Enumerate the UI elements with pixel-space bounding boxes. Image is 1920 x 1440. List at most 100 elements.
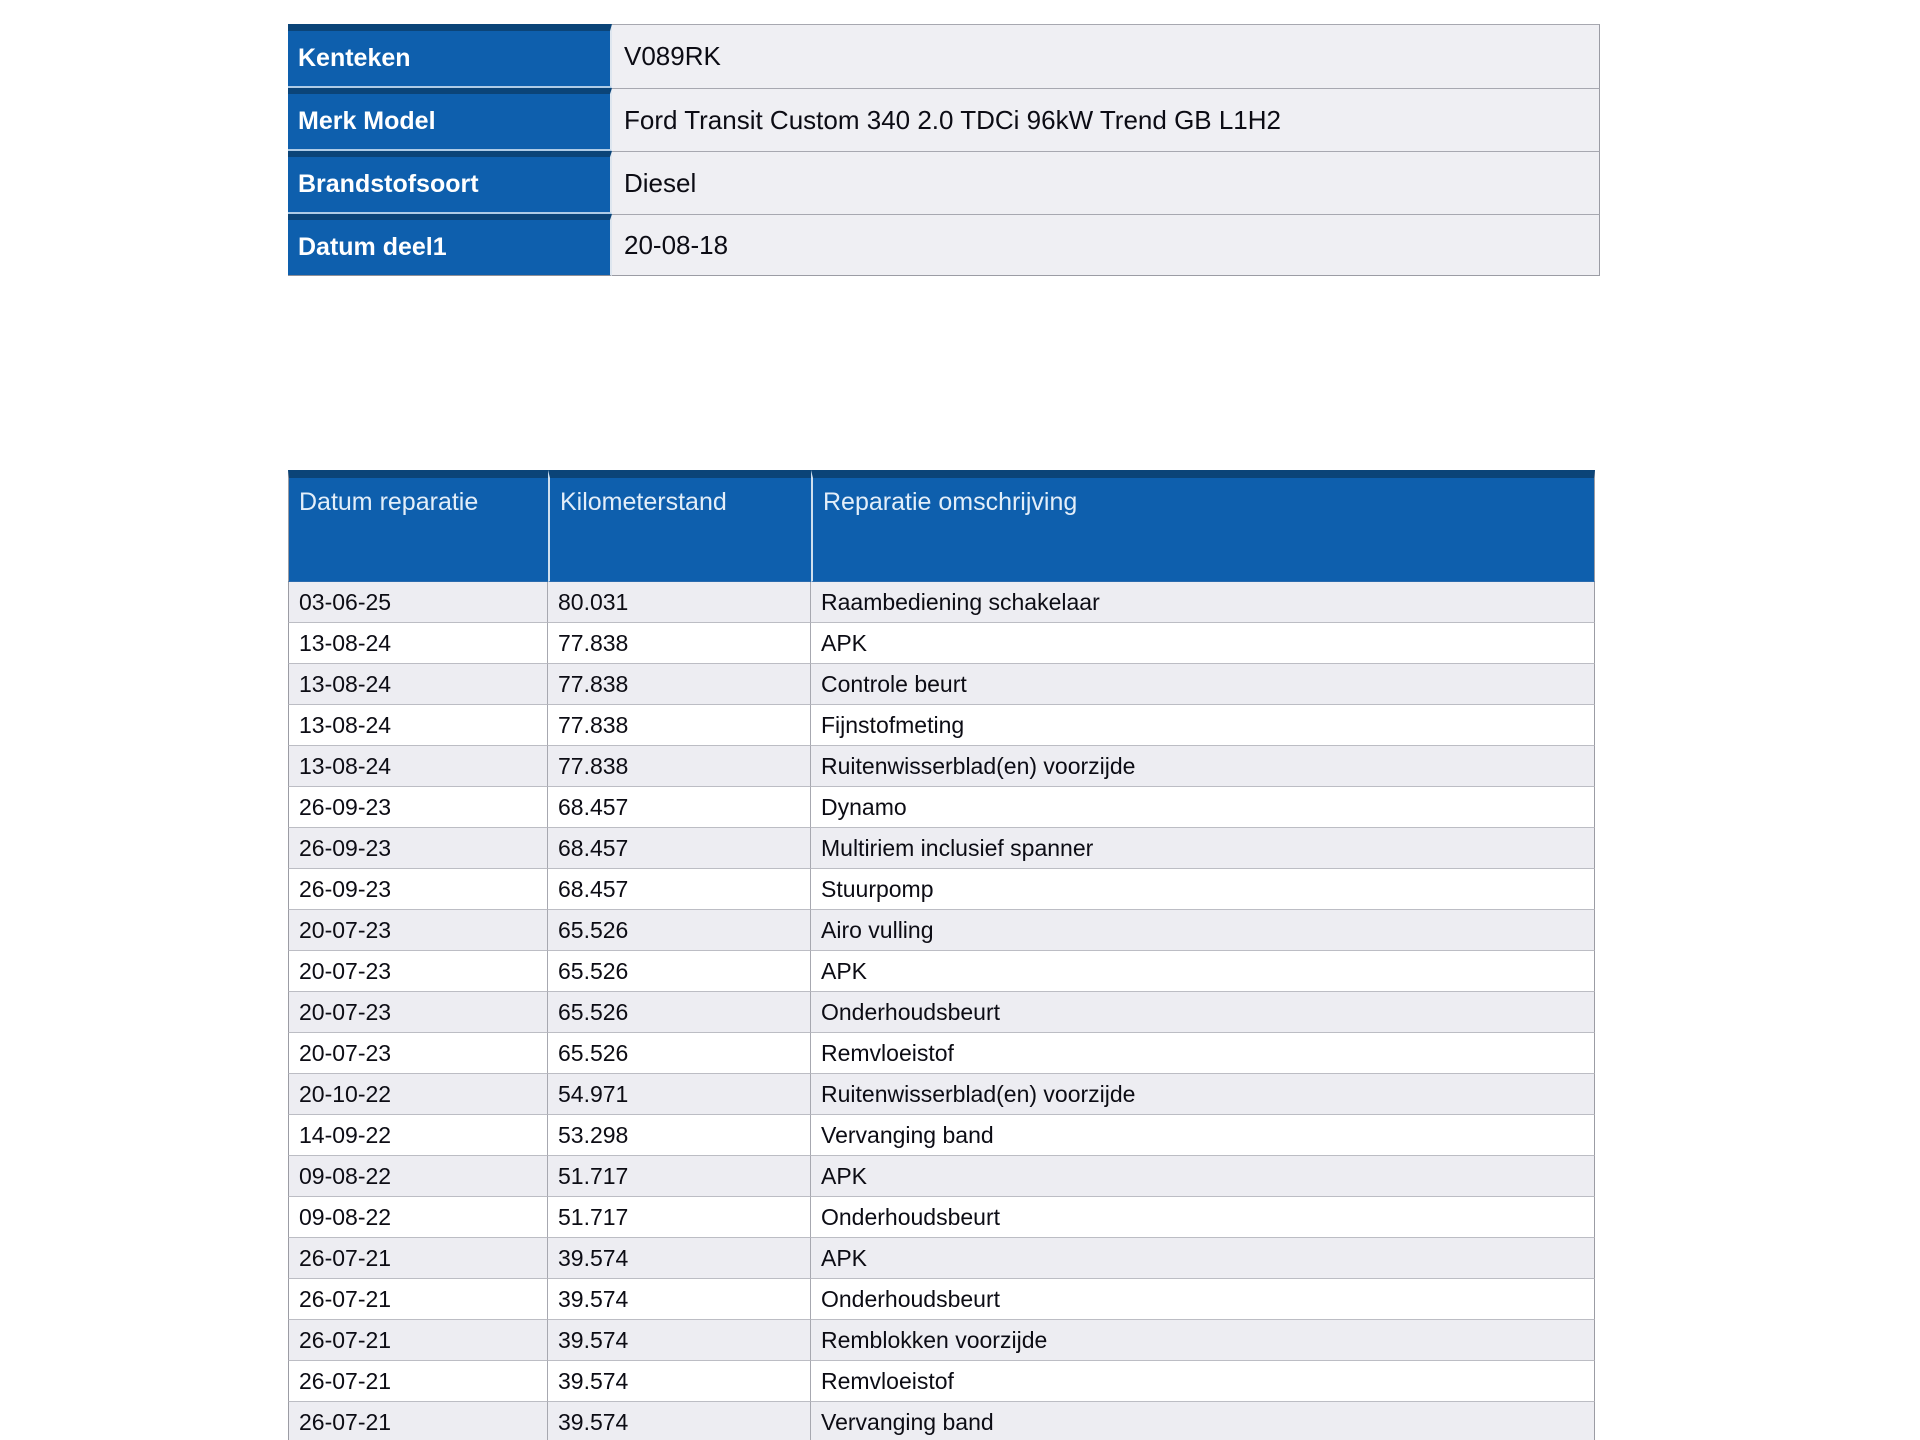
- repair-date-cell: 26-09-23: [288, 828, 548, 869]
- repair-row: 20-07-23 65.526 Onderhoudsbeurt: [288, 992, 1595, 1033]
- repair-date-cell: 26-09-23: [288, 787, 548, 828]
- repair-description-cell: APK: [811, 951, 1595, 992]
- repair-km-cell: 65.526: [548, 951, 811, 992]
- info-value: 20-08-18: [612, 214, 1600, 276]
- repair-date-cell: 26-09-23: [288, 869, 548, 910]
- info-value: Ford Transit Custom 340 2.0 TDCi 96kW Tr…: [612, 88, 1600, 151]
- repair-date-cell: 26-07-21: [288, 1238, 548, 1279]
- repair-description-cell: APK: [811, 1238, 1595, 1279]
- repair-km-cell: 39.574: [548, 1361, 811, 1402]
- repair-description-cell: Raambediening schakelaar: [811, 582, 1595, 623]
- repair-km-cell: 65.526: [548, 910, 811, 951]
- repair-description-cell: Ruitenwisserblad(en) voorzijde: [811, 746, 1595, 787]
- repair-km-cell: 77.838: [548, 664, 811, 705]
- repair-description-cell: Dynamo: [811, 787, 1595, 828]
- repair-date-cell: 20-07-23: [288, 992, 548, 1033]
- repair-description-cell: Controle beurt: [811, 664, 1595, 705]
- repair-km-cell: 65.526: [548, 1033, 811, 1074]
- repair-date-cell: 26-07-21: [288, 1279, 548, 1320]
- repair-description-cell: Onderhoudsbeurt: [811, 1197, 1595, 1238]
- repair-date-cell: 20-10-22: [288, 1074, 548, 1115]
- info-value: Diesel: [612, 151, 1600, 214]
- repair-row: 26-07-21 39.574 Remvloeistof: [288, 1361, 1595, 1402]
- repair-description-cell: Vervanging band: [811, 1402, 1595, 1440]
- repair-row: 20-07-23 65.526 Airo vulling: [288, 910, 1595, 951]
- column-header-kilometerstand: Kilometerstand: [548, 470, 811, 582]
- repair-row: 09-08-22 51.717 APK: [288, 1156, 1595, 1197]
- repair-row: 26-07-21 39.574 Vervanging band: [288, 1402, 1595, 1440]
- repair-date-cell: 20-07-23: [288, 951, 548, 992]
- repair-row: 26-07-21 39.574 Onderhoudsbeurt: [288, 1279, 1595, 1320]
- repair-row: 13-08-24 77.838 Controle beurt: [288, 664, 1595, 705]
- repair-description-cell: Onderhoudsbeurt: [811, 992, 1595, 1033]
- repair-km-cell: 39.574: [548, 1238, 811, 1279]
- repair-description-cell: APK: [811, 1156, 1595, 1197]
- repair-row: 26-07-21 39.574 APK: [288, 1238, 1595, 1279]
- info-label: Brandstofsoort: [288, 151, 612, 214]
- repair-description-cell: Airo vulling: [811, 910, 1595, 951]
- info-row: Kenteken V089RK: [288, 24, 1600, 88]
- repair-date-cell: 14-09-22: [288, 1115, 548, 1156]
- repair-km-cell: 68.457: [548, 869, 811, 910]
- repair-km-cell: 68.457: [548, 828, 811, 869]
- repair-km-cell: 65.526: [548, 992, 811, 1033]
- repair-description-cell: Ruitenwisserblad(en) voorzijde: [811, 1074, 1595, 1115]
- repair-date-cell: 13-08-24: [288, 705, 548, 746]
- repair-date-cell: 13-08-24: [288, 664, 548, 705]
- repair-header-row: Datum reparatie Kilometerstand Reparatie…: [288, 470, 1595, 582]
- repair-km-cell: 77.838: [548, 705, 811, 746]
- repair-history-body: 03-06-25 80.031 Raambediening schakelaar 13…: [288, 582, 1595, 1440]
- repair-km-cell: 80.031: [548, 582, 811, 623]
- repair-description-cell: Multiriem inclusief spanner: [811, 828, 1595, 869]
- repair-km-cell: 53.298: [548, 1115, 811, 1156]
- repair-row: 14-09-22 53.298 Vervanging band: [288, 1115, 1595, 1156]
- repair-date-cell: 20-07-23: [288, 910, 548, 951]
- repair-row: 26-09-23 68.457 Multiriem inclusief spanne…: [288, 828, 1595, 869]
- repair-km-cell: 68.457: [548, 787, 811, 828]
- info-row: Merk Model Ford Transit Custom 340 2.0 TD…: [288, 88, 1600, 151]
- repair-km-cell: 51.717: [548, 1156, 811, 1197]
- repair-row: 26-09-23 68.457 Stuurpomp: [288, 869, 1595, 910]
- repair-row: 26-09-23 68.457 Dynamo: [288, 787, 1595, 828]
- repair-description-cell: Remvloeistof: [811, 1361, 1595, 1402]
- info-label: Kenteken: [288, 24, 612, 88]
- repair-description-cell: Remblokken voorzijde: [811, 1320, 1595, 1361]
- repair-row: 03-06-25 80.031 Raambediening schakelaar: [288, 582, 1595, 623]
- vehicle-info-table: Kenteken V089RK Merk Model Ford Transit Cus…: [288, 24, 1600, 276]
- vehicle-info-body: Kenteken V089RK Merk Model Ford Transit Cus…: [288, 24, 1600, 276]
- repair-date-cell: 26-07-21: [288, 1320, 548, 1361]
- repair-date-cell: 09-08-22: [288, 1197, 548, 1238]
- repair-row: 20-10-22 54.971 Ruitenwisserblad(en) voorz…: [288, 1074, 1595, 1115]
- repair-description-cell: Vervanging band: [811, 1115, 1595, 1156]
- repair-date-cell: 13-08-24: [288, 623, 548, 664]
- repair-km-cell: 77.838: [548, 746, 811, 787]
- repair-description-cell: Onderhoudsbeurt: [811, 1279, 1595, 1320]
- repair-km-cell: 39.574: [548, 1320, 811, 1361]
- repair-row: 13-08-24 77.838 APK: [288, 623, 1595, 664]
- info-row: Brandstofsoort Diesel: [288, 151, 1600, 214]
- info-row: Datum deel1 20-08-18: [288, 214, 1600, 276]
- repair-description-cell: Fijnstofmeting: [811, 705, 1595, 746]
- repair-row: 20-07-23 65.526 APK: [288, 951, 1595, 992]
- repair-row: 13-08-24 77.838 Ruitenwisserblad(en) voorz…: [288, 746, 1595, 787]
- repair-description-cell: APK: [811, 623, 1595, 664]
- repair-km-cell: 51.717: [548, 1197, 811, 1238]
- repair-description-cell: Stuurpomp: [811, 869, 1595, 910]
- info-value: V089RK: [612, 24, 1600, 88]
- repair-date-cell: 03-06-25: [288, 582, 548, 623]
- repair-description-cell: Remvloeistof: [811, 1033, 1595, 1074]
- repair-km-cell: 39.574: [548, 1279, 811, 1320]
- repair-history-table: Datum reparatie Kilometerstand Reparatie…: [288, 470, 1595, 1440]
- info-label: Datum deel1: [288, 214, 612, 276]
- repair-date-cell: 26-07-21: [288, 1361, 548, 1402]
- repair-date-cell: 26-07-21: [288, 1402, 548, 1440]
- repair-date-cell: 20-07-23: [288, 1033, 548, 1074]
- repair-km-cell: 54.971: [548, 1074, 811, 1115]
- repair-date-cell: 13-08-24: [288, 746, 548, 787]
- column-header-reparatie-omschrijving: Reparatie omschrijving: [811, 470, 1595, 582]
- column-header-datum-reparatie: Datum reparatie: [288, 470, 548, 582]
- info-label: Merk Model: [288, 88, 612, 151]
- repair-km-cell: 39.574: [548, 1402, 811, 1440]
- repair-km-cell: 77.838: [548, 623, 811, 664]
